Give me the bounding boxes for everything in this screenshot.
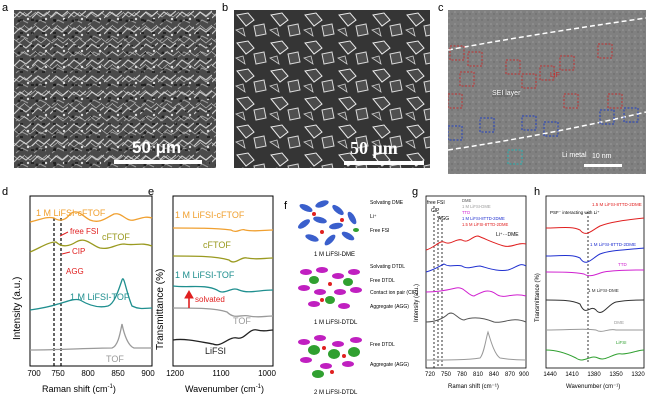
legend-f-li: Li⁺ — [370, 214, 377, 220]
raman-chart-g: 720 750 780 810 840 870 900 Raman shift … — [408, 192, 530, 400]
xtick-d-3: 850 — [111, 369, 125, 378]
trace-label-d-0: 1 M LiFSI-cFTOF — [36, 208, 106, 218]
xtick-e-0: 1200 — [166, 369, 184, 378]
sei-layer-label: SEI layer — [492, 90, 521, 97]
panel-f-label: f — [284, 200, 288, 212]
trace-label-d-2: 1 M LiFSI-TOF — [70, 292, 130, 302]
sem-image-b: 50 μm — [234, 10, 430, 168]
ylabel-g: Intensity (a.u.) — [414, 284, 420, 322]
dtdl-agg-cluster — [298, 335, 362, 378]
xtick-g-0: 720 — [425, 372, 436, 378]
panel-g-label: g — [412, 186, 419, 198]
lif-label: LiF — [550, 72, 560, 79]
xtick-d-2: 800 — [81, 369, 95, 378]
trace-label-e-4: LiFSI — [205, 346, 226, 356]
annot-g-free-fsi: free FSI — [427, 200, 445, 206]
xtick-h-3: 1350 — [609, 372, 623, 378]
trace-label-d-1: cFTOF — [102, 232, 130, 242]
annot-g-li-dme: Li⁺···DME — [496, 232, 519, 238]
trace-label-e-3: TOF — [233, 316, 251, 326]
group-f-1: 1 M LiFSI-DME — [314, 252, 355, 258]
xlabel-g: Raman shift (cm⁻¹) — [448, 384, 499, 390]
legend-f-free-fsi: Free FSI — [370, 228, 389, 234]
solvation-schematic-f: Solvating DME Li⁺ Free FSI 1 M LiFSI-DME… — [292, 196, 432, 400]
trace-label-h-1: 1 M LiFSI-8TTD-2DME — [590, 242, 636, 247]
scalebar-c — [584, 164, 622, 167]
legend-g-4: 1.5 M LiFSI-8TTD-2DME — [462, 222, 509, 227]
annot-g-agg: AGG — [438, 216, 449, 222]
sem-image-a: 50 μm — [14, 10, 216, 168]
legend-f-free-dtdl: Free DTDL — [370, 278, 395, 284]
xtick-g-2: 780 — [457, 372, 468, 378]
legend-f-agg-2: Aggregate (AGG) — [370, 362, 409, 368]
xlabel-e: Wavenumber (cm-1) — [185, 384, 264, 394]
panel-a-label: a — [2, 2, 9, 14]
legend-f-solvating-dtdl: Solvating DTDL — [370, 264, 405, 270]
panel-b-label: b — [222, 2, 229, 14]
trace-label-h-3: 1 M LiFSI-DME — [588, 288, 619, 293]
legend-g-1: 1 M LiFSI-DME — [462, 204, 491, 209]
xtick-d-1: 750 — [51, 369, 65, 378]
xtick-h-4: 1320 — [631, 372, 645, 378]
xtick-h-1: 1410 — [565, 372, 579, 378]
legend-f-cip: Contact ion pair (CIP) — [370, 290, 418, 296]
ylabel-h: Transmittance (%) — [535, 273, 541, 322]
trace-label-h-0: 1.5 M LiFSI-8TTD-2DME — [592, 202, 642, 207]
legend-f-solvating-dme: Solvating DME — [370, 200, 404, 206]
raman-chart-d: 700 750 800 850 900 Raman shift (cm-1) I… — [0, 190, 160, 400]
li-metal-label: Li metal — [562, 152, 587, 159]
xtick-e-1: 1100 — [212, 369, 230, 378]
dme-cluster — [298, 200, 359, 246]
ftir-chart-e: 1200 1100 1000 Wavenumber (cm-1) Transmi… — [145, 190, 280, 400]
ylabel-e: Transmittance (%) — [155, 269, 166, 350]
panel-d-label: d — [2, 186, 9, 198]
xlabel-h: Wavenumber (cm⁻¹) — [566, 384, 620, 390]
group-f-3: 2 M LiFSI-DTDL — [314, 390, 358, 396]
legend-g-3: 1 M LiFSI-8TTD-2DME — [462, 216, 505, 221]
annot-e-solvated: solvated — [195, 295, 225, 304]
xtick-g-5: 870 — [505, 372, 516, 378]
xtick-h-0: 1440 — [543, 372, 557, 378]
tem-image-c: SEI layer Li metal LiF 10 nm — [448, 10, 646, 174]
trace-label-e-1: cFTOF — [203, 240, 231, 250]
xtick-d-0: 700 — [27, 369, 41, 378]
panel-c-label: c — [438, 2, 444, 14]
xtick-g-1: 750 — [441, 372, 452, 378]
annot-d-agg: AGG — [66, 267, 84, 276]
trace-label-h-5: LiFSI — [616, 340, 627, 345]
ftir-chart-h: 1440 1410 1380 1350 1320 Wavenumber (cm⁻… — [530, 192, 648, 400]
xtick-g-3: 810 — [473, 372, 484, 378]
xlabel-d: Raman shift (cm-1) — [42, 384, 116, 394]
legend-f-free-dtdl-2: Free DTDL — [370, 342, 395, 348]
panel-e-label: e — [148, 186, 155, 198]
trace-label-e-0: 1 M LiFSI-cFTOF — [175, 210, 245, 220]
annot-d-free-fsi: free FSI — [70, 227, 98, 236]
legend-g-0: DME — [462, 198, 472, 203]
legend-g-2: TTD — [462, 210, 470, 215]
annot-d-cip: CIP — [72, 247, 85, 256]
annot-g-cip: CIP — [431, 208, 440, 214]
annot-h-psf: PSF⁻ interacting with Li⁺ — [550, 210, 600, 215]
scalebar-a — [114, 160, 202, 164]
dtdl-cluster — [298, 267, 362, 309]
xtick-g-6: 900 — [519, 372, 530, 378]
scalebar-a-text: 50 μm — [132, 138, 182, 157]
trace-label-h-2: TTD — [618, 262, 627, 267]
xtick-e-2: 1000 — [258, 369, 276, 378]
scalebar-b — [344, 161, 424, 165]
scalebar-c-text: 10 nm — [592, 153, 612, 160]
group-f-2: 1 M LiFSI-DTDL — [314, 320, 358, 326]
xtick-d-4: 900 — [141, 369, 155, 378]
trace-label-e-2: 1 M LiFSI-TOF — [175, 270, 235, 280]
trace-label-d-3: TOF — [106, 354, 124, 364]
xtick-h-2: 1380 — [587, 372, 601, 378]
ylabel-d: Intensity (a.u.) — [12, 277, 23, 340]
legend-f-agg: Aggregate (AGG) — [370, 304, 409, 310]
scalebar-b-text: 50 μm — [350, 138, 398, 158]
panel-h-label: h — [534, 186, 541, 198]
trace-label-h-4: DME — [614, 320, 624, 325]
xtick-g-4: 840 — [489, 372, 500, 378]
